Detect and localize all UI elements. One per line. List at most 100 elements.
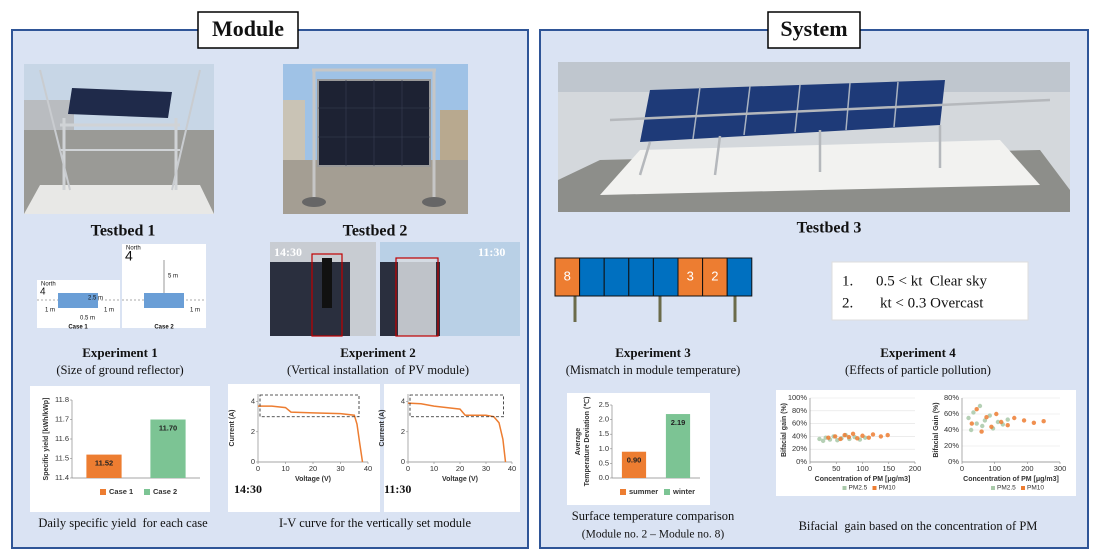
point [820,438,826,444]
module-number: 3 [687,268,694,283]
value-label: 2.19 [671,418,686,427]
north-mark: 4 [40,287,46,298]
x-tick-label: 100 [988,464,1001,473]
point [974,421,979,426]
module-cell [603,257,630,297]
point [968,427,974,433]
point [846,434,852,440]
photo-time: 11:30 [478,245,505,259]
x-axis-label: Voltage (V) [442,476,478,483]
legend-swatch [991,486,995,490]
chart-box [384,384,520,512]
y-tick-label: 2.0 [599,415,609,424]
y-tick-label: 2 [251,427,255,436]
dimension: 1 m [190,308,200,314]
x-tick-label: 30 [482,464,490,473]
legend-label: Case 1 [109,487,133,496]
photo-testbed-2 [283,64,468,214]
x-tick-label: 0 [406,464,410,473]
point [995,419,1001,425]
x-tick-label: 300 [1054,464,1067,473]
x-tick-label: 40 [508,464,516,473]
legend-swatch [144,489,150,495]
y-tick-label: 1.5 [599,429,609,438]
line [258,405,364,463]
bar [665,414,691,478]
point [850,431,856,437]
chart-box [776,390,1076,496]
x-tick-label: 0 [808,464,812,473]
caption: Daily specific yield for each case [38,516,208,530]
x-tick-label: 40 [364,464,372,473]
chart-box [228,384,380,512]
y-tick-label: 2 [401,427,405,436]
photo-testbed-1 [24,64,214,214]
point [977,403,983,409]
caption: Bifacial gain based on the concentration… [799,519,1038,533]
panel-title: Module [212,16,284,41]
bar [86,454,122,478]
caption: I-V curve for the vertically set module [279,516,472,530]
x-tick-label: 30 [336,464,344,473]
point [984,415,989,420]
x-axis-label: Voltage (V) [295,476,331,483]
point [987,413,992,418]
dimension: 1 m [104,308,114,314]
x-tick-label: 0 [960,464,964,473]
experiment-subtitle: (Vertical installation of PV module) [287,363,469,377]
legend-label: PM2.5 [997,485,1016,492]
y-tick-label: 60% [792,419,807,428]
testbed-label: Testbed 3 [797,220,862,237]
y-axis-label: Average [575,428,582,455]
testbed-label: Testbed 2 [343,223,408,240]
point [1005,417,1010,422]
legend-swatch [872,486,877,490]
point [866,435,871,440]
value-label: 11.52 [95,459,113,468]
point [1031,420,1037,425]
module-cell [628,257,654,297]
point [860,433,865,438]
dimension: 0.5 m [80,316,95,322]
point [855,436,860,441]
x-tick-label: 50 [832,464,840,473]
condition-number: 2. [842,295,853,311]
y-tick-label: 0.0 [599,473,609,482]
x-axis-label: Concentration of PM [μg/m3] [815,476,911,483]
bar [621,451,647,478]
point [974,407,979,412]
module-cell [677,257,704,297]
y-tick-label: 2.5 [599,400,609,409]
x-tick-label: 20 [309,464,317,473]
y-tick-label: 80% [944,393,959,402]
legend-swatch [1021,486,1025,490]
y-axis-label: Bifacial gain (%) [781,403,788,457]
y-tick-label: 4 [401,397,405,406]
value-label: 0.90 [627,456,642,465]
time-label: 14:30 [234,482,262,496]
photo-testbed-3 [558,62,1070,212]
conditions-box [831,261,1029,321]
point [999,419,1004,425]
point [870,432,876,437]
y-tick-label: 11.5 [55,453,69,462]
x-tick-label: 10 [430,464,438,473]
y-tick-label: 40% [944,425,959,434]
condition-text: 0.5 < kt Clear sky [876,273,987,289]
point [833,434,838,439]
caption: Surface temperature comparison [572,509,735,523]
module-cell [652,257,679,297]
experiment-subtitle: (Mismatch in module temperature) [566,363,741,377]
legend-label: Case 2 [153,487,177,496]
point [1005,423,1010,428]
experiment-title: Experiment 3 [615,345,691,360]
y-tick-label: 40% [792,431,807,440]
y-tick-label: 11.6 [55,434,69,443]
y-axis-label: Current (A) [229,410,236,447]
x-tick-label: 0 [256,464,260,473]
dimension: 2.5 m [88,296,103,302]
point [817,436,822,442]
point [1012,415,1017,421]
y-axis-label: Bifacial Gain (%) [933,402,940,457]
panel-title: System [780,16,847,41]
